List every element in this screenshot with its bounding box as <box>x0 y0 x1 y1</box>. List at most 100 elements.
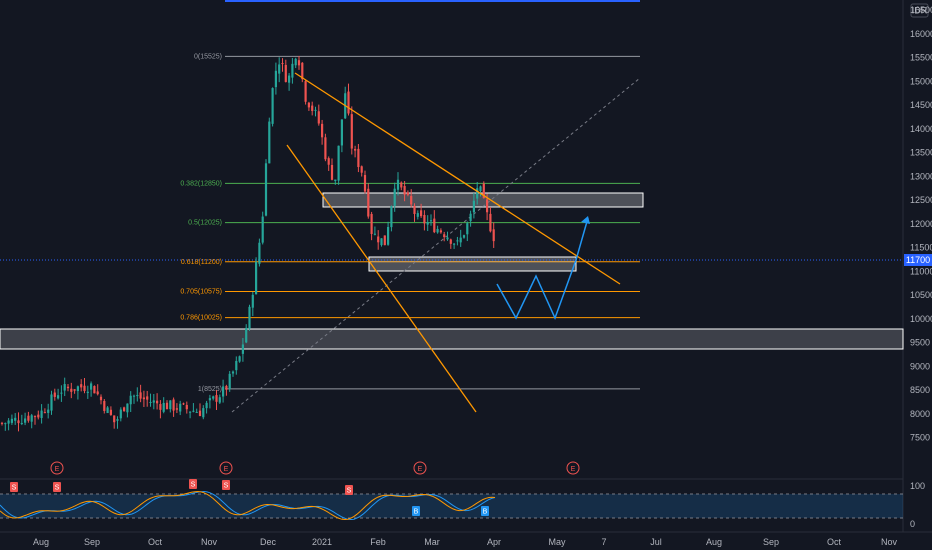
candle-body[interactable] <box>479 186 482 192</box>
support-zone-wide[interactable] <box>0 328 904 350</box>
candle-body[interactable] <box>406 192 409 195</box>
candle-body[interactable] <box>363 175 367 192</box>
candle-body[interactable] <box>337 145 340 181</box>
sell-signal-badge[interactable] <box>222 480 230 490</box>
candle-body[interactable] <box>205 402 208 409</box>
candle-body[interactable] <box>373 233 376 235</box>
candle-body[interactable] <box>47 409 50 413</box>
candle-body[interactable] <box>301 62 304 80</box>
candle-body[interactable] <box>182 403 185 405</box>
candle-body[interactable] <box>198 410 202 416</box>
candle-body[interactable] <box>426 222 429 225</box>
candle-body[interactable] <box>416 213 419 217</box>
candle-body[interactable] <box>482 183 485 199</box>
candle-body[interactable] <box>179 403 182 412</box>
candle-body[interactable] <box>136 395 139 397</box>
candle-body[interactable] <box>439 230 442 233</box>
candle-body[interactable] <box>24 418 27 423</box>
candle-body[interactable] <box>238 356 241 362</box>
candle-body[interactable] <box>20 422 23 424</box>
candle-body[interactable] <box>261 216 264 243</box>
candle-body[interactable] <box>324 137 327 160</box>
candle-body[interactable] <box>70 388 73 392</box>
candle-body[interactable] <box>30 415 33 422</box>
candle-body[interactable] <box>146 396 149 400</box>
candle-body[interactable] <box>429 220 433 222</box>
candle-body[interactable] <box>446 237 449 240</box>
candle-body[interactable] <box>76 386 79 392</box>
candle-body[interactable] <box>169 400 172 410</box>
candle-body[interactable] <box>113 415 116 423</box>
candle-body[interactable] <box>99 396 103 401</box>
candle-body[interactable] <box>53 392 56 397</box>
candle-body[interactable] <box>367 188 370 217</box>
candle-body[interactable] <box>357 148 360 168</box>
candle-body[interactable] <box>231 371 235 374</box>
candle-body[interactable] <box>347 91 350 114</box>
candle-body[interactable] <box>472 200 475 213</box>
candle-body[interactable] <box>492 229 495 242</box>
diagonal-dashed-line[interactable] <box>231 77 641 413</box>
candle-body[interactable] <box>311 105 314 111</box>
projection-path[interactable] <box>496 217 589 320</box>
sell-signal-badge[interactable] <box>53 482 61 492</box>
candlestick-series[interactable] <box>0 55 495 432</box>
candle-body[interactable] <box>350 114 353 149</box>
candle-body[interactable] <box>340 119 343 146</box>
candle-body[interactable] <box>96 391 99 395</box>
candle-body[interactable] <box>476 188 479 199</box>
candle-body[interactable] <box>106 407 109 414</box>
candle-body[interactable] <box>212 396 215 399</box>
candle-body[interactable] <box>235 360 238 371</box>
candle-body[interactable] <box>459 237 462 243</box>
candle-body[interactable] <box>469 213 472 222</box>
candle-body[interactable] <box>423 215 426 224</box>
candle-body[interactable] <box>159 404 162 410</box>
candle-body[interactable] <box>436 228 439 233</box>
candle-body[interactable] <box>202 408 205 418</box>
candle-body[interactable] <box>393 188 396 206</box>
fib-retracement[interactable]: 0(15525) 0.382(12850) 0.5(12025) 0.618(1120… <box>180 53 640 393</box>
candle-body[interactable] <box>317 111 320 124</box>
candle-body[interactable] <box>304 81 307 102</box>
candle-body[interactable] <box>93 386 96 394</box>
candle-body[interactable] <box>297 60 301 66</box>
candle-body[interactable] <box>152 400 155 403</box>
candle-body[interactable] <box>165 402 169 410</box>
candle-body[interactable] <box>354 149 357 151</box>
candle-body[interactable] <box>314 109 317 111</box>
candle-body[interactable] <box>225 385 228 390</box>
candle-body[interactable] <box>387 226 390 245</box>
candle-body[interactable] <box>103 401 106 411</box>
candle-body[interactable] <box>271 88 274 124</box>
sell-signal-badge[interactable] <box>10 482 18 492</box>
candle-body[interactable] <box>413 205 416 214</box>
event-marker-icon[interactable] <box>566 461 580 475</box>
candle-body[interactable] <box>274 70 277 88</box>
candle-body[interactable] <box>142 397 145 400</box>
candle-body[interactable] <box>228 373 231 390</box>
candle-body[interactable] <box>40 410 43 418</box>
candle-body[interactable] <box>116 419 119 421</box>
candle-body[interactable] <box>185 404 188 410</box>
candle-body[interactable] <box>43 412 46 414</box>
candle-body[interactable] <box>420 210 423 217</box>
candle-body[interactable] <box>57 395 60 399</box>
event-marker-icon[interactable] <box>50 461 64 475</box>
candle-body[interactable] <box>456 240 459 242</box>
candle-body[interactable] <box>83 385 86 391</box>
candle-body[interactable] <box>4 423 7 425</box>
candle-body[interactable] <box>284 64 287 82</box>
price-axis[interactable]: 16500 16000 15500 15000 14500 14000 13500 13000… <box>910 5 932 443</box>
candle-body[interactable] <box>410 195 413 205</box>
candle-body[interactable] <box>80 384 83 388</box>
candle-body[interactable] <box>291 63 294 78</box>
candle-body[interactable] <box>222 386 225 397</box>
candle-body[interactable] <box>86 391 89 393</box>
candle-body[interactable] <box>383 235 386 246</box>
candle-body[interactable] <box>327 158 330 165</box>
lower-trendline[interactable] <box>286 144 477 413</box>
candle-body[interactable] <box>50 394 53 411</box>
candle-body[interactable] <box>126 403 129 413</box>
